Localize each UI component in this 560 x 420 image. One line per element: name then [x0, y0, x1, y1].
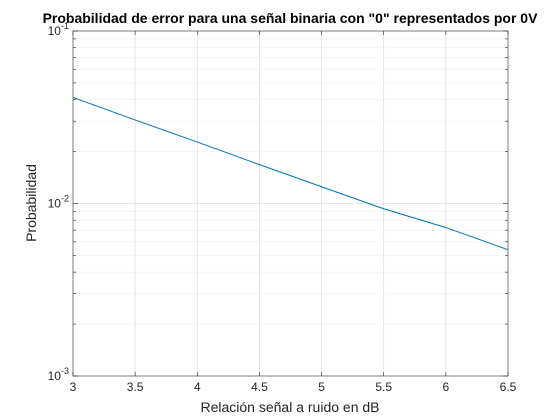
x-tick-label: 3 [70, 380, 77, 394]
x-tick-label: 5.5 [375, 380, 392, 394]
x-tick-label: 5 [318, 380, 325, 394]
x-tick-label: 4.5 [251, 380, 268, 394]
y-tick-label-base: 10 [48, 197, 62, 211]
y-tick-label: 10-2 [48, 194, 69, 211]
y-tick-label-exponent: -2 [61, 194, 69, 204]
x-tick-label: 3.5 [127, 380, 144, 394]
y-tick-labels: 10-310-210-1 [48, 21, 69, 383]
chart-title: Probabilidad de error para una señal bin… [43, 10, 539, 26]
y-tick-label: 10-1 [48, 21, 69, 38]
y-tick-label: 10-3 [48, 366, 69, 383]
x-tick-label: 6.5 [500, 380, 517, 394]
x-axis-label: Relación señal a ruido en dB [200, 399, 379, 415]
minor-grid [73, 38, 508, 325]
x-tick-label: 4 [194, 380, 201, 394]
y-tick-label-base: 10 [48, 24, 62, 38]
y-tick-label-exponent: -3 [61, 366, 69, 376]
y-tick-label-base: 10 [48, 369, 62, 383]
x-tick-labels: 3 3.5 4 4.5 5 5.5 6 6.5 [70, 380, 517, 394]
series-layer [72, 96, 509, 251]
major-grid [73, 31, 508, 376]
series-line [72, 96, 509, 251]
y-tick-label-exponent: -1 [61, 21, 69, 31]
x-tick-label: 6 [443, 380, 450, 394]
y-axis-label: Probabilidad [23, 164, 39, 242]
ticks-layer [72, 30, 509, 377]
